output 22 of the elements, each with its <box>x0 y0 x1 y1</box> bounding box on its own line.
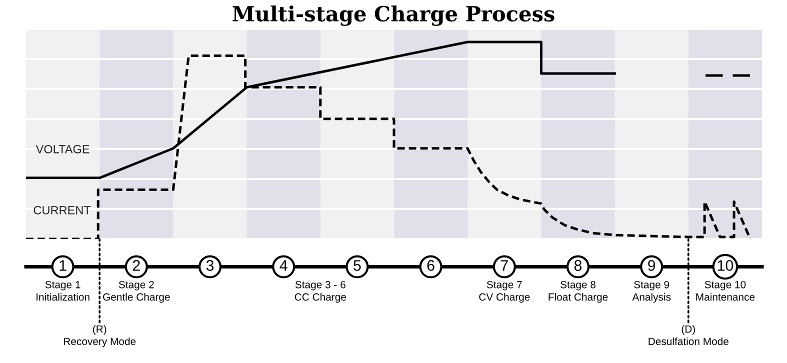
text: Stage 7 CV Charge <box>479 280 530 303</box>
text: Stage 9 Analysis <box>632 280 671 303</box>
x-tick-label: 7 <box>500 260 508 271</box>
x-tick-label: 10 <box>718 260 734 271</box>
x-tick-label: 4 <box>280 260 288 271</box>
text: (R) Recovery Mode <box>64 325 136 348</box>
text: Stage 10 Maintenance <box>696 280 755 301</box>
x-tick-label: 5 <box>354 260 361 271</box>
text: Stage 2 Gentle Charge <box>103 280 170 303</box>
x-tick-label: 2 <box>132 260 140 271</box>
text: Stage 8 Float Charge <box>548 280 608 303</box>
text: Stage 3 - 6 CC Charge <box>294 280 346 303</box>
x-tick-label: 6 <box>427 260 434 271</box>
series-label: CURRENT <box>34 206 91 214</box>
x-tick-label: 1 <box>60 260 66 271</box>
chart-title: Multi-stage Charge Process <box>232 5 554 26</box>
text: (D) Desulfation Mode <box>648 325 728 346</box>
x-tick-label: 3 <box>206 260 214 271</box>
x-tick-label: 9 <box>648 260 656 271</box>
x-tick-label: 8 <box>574 260 582 271</box>
text: Stage 1 Initialization <box>36 280 90 301</box>
text: VOLTAGE <box>36 144 90 154</box>
